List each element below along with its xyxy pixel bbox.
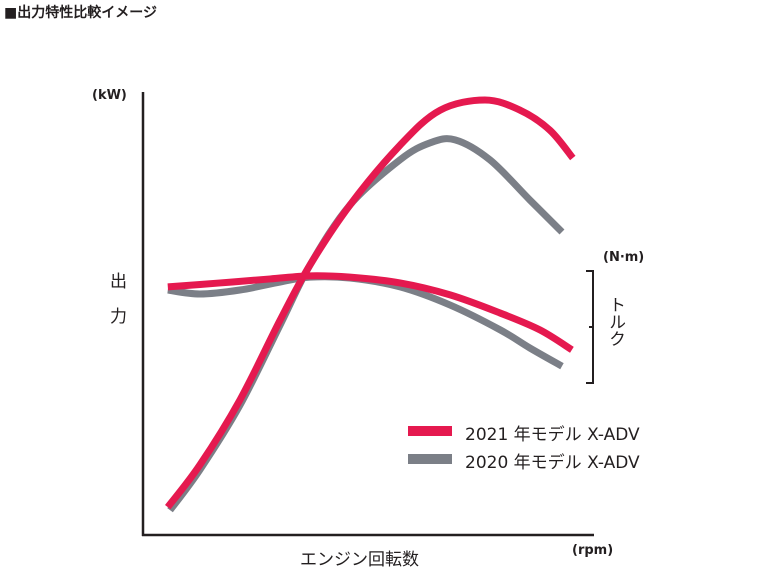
legend-label-2021: 2021 年モデル X-ADV (465, 425, 640, 445)
y-left-label: 出力 (106, 272, 126, 342)
x-axis-unit: (rpm) (572, 543, 614, 558)
x-axis-label: エンジン回転数 (300, 550, 419, 570)
series-line-torque-2021 (167, 272, 574, 353)
y-left-unit: (kW) (92, 88, 127, 103)
legend-swatch-2020 (408, 454, 452, 464)
legend-label-2020: 2020 年モデル X-ADV (465, 453, 640, 473)
y-right-label: トルク (605, 296, 625, 347)
series-line-power-2021 (165, 96, 576, 510)
torque-bracket (586, 270, 594, 384)
series-line-torque-2020 (167, 273, 564, 370)
legend-swatch-2021 (408, 426, 452, 436)
chart-title: ■出力特性比較イメージ (4, 5, 157, 21)
y-right-unit: (N·m) (603, 250, 645, 265)
